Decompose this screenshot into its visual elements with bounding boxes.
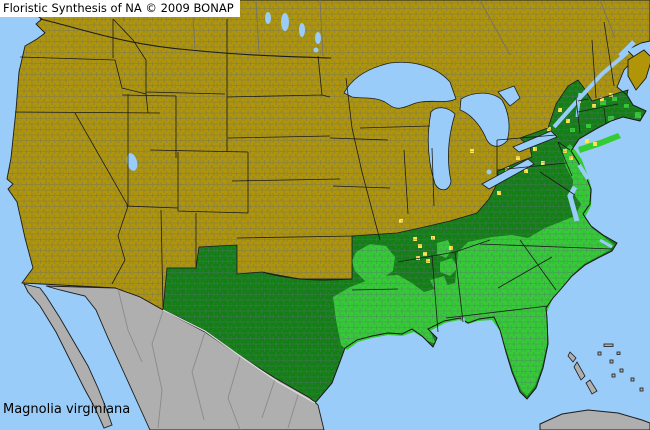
rivers-and-bays (461, 40, 636, 329)
rio-grande-border (162, 309, 316, 404)
mexico (23, 283, 325, 430)
canada-us-border (39, 18, 332, 59)
state-borders (14, 18, 619, 333)
cuba-land (539, 409, 650, 430)
species-label: Magnolia virginiana (3, 402, 131, 417)
bahamas-islands (567, 343, 644, 395)
great-lakes (126, 12, 558, 191)
map-title-bar: Floristic Synthesis of NA © 2009 BONAP (0, 0, 240, 17)
nova-scotia-land (627, 49, 650, 91)
